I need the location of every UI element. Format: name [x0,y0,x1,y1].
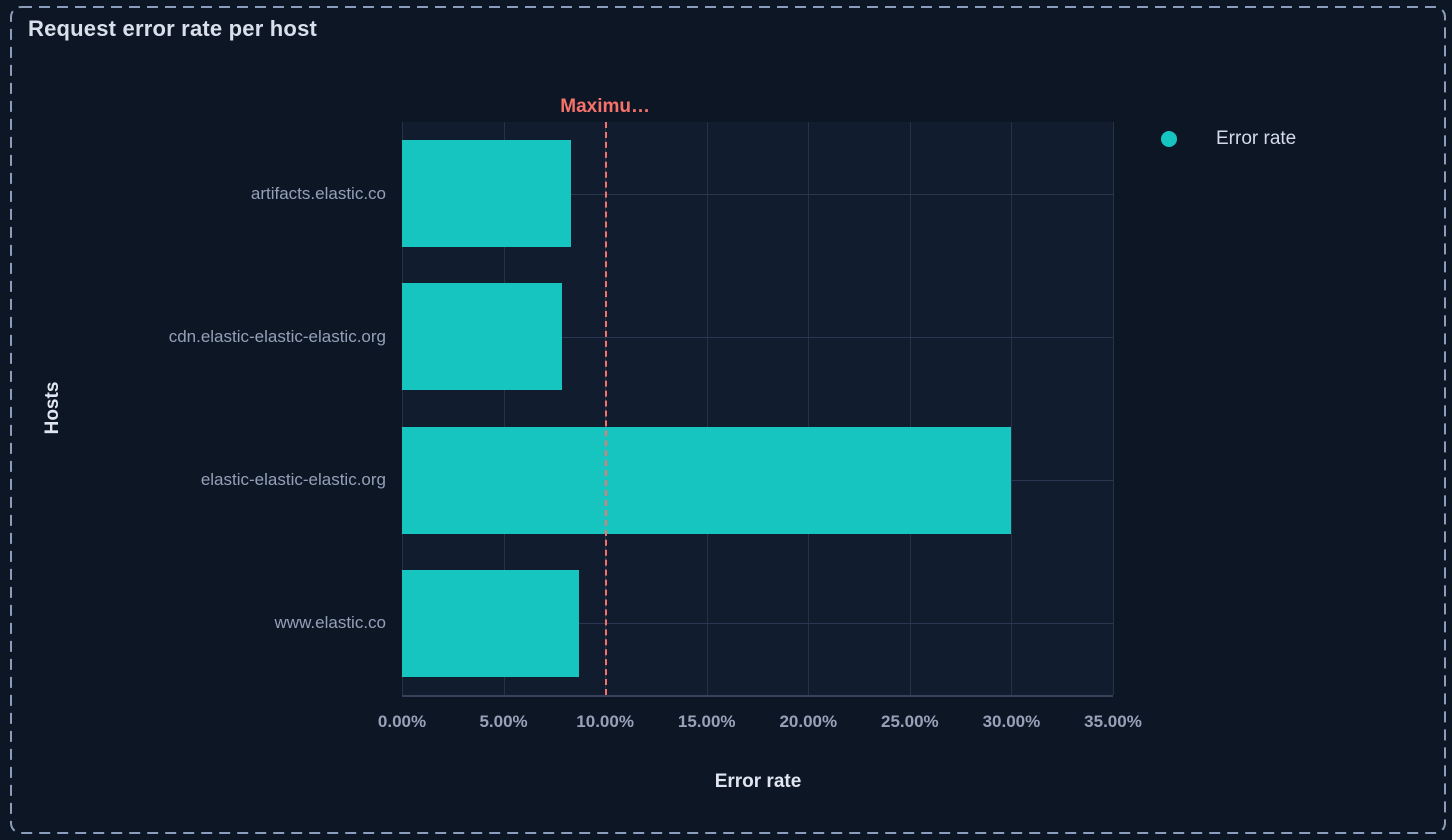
x-tick-label: 10.00% [576,712,634,731]
vertical-gridline [1113,122,1114,695]
horizontal-gridline [402,623,1113,625]
bar[interactable] [402,140,571,248]
x-tick-label: 25.00% [881,712,939,731]
bar[interactable] [402,426,1012,534]
y-category-label: elastic-elastic-elastic.org [200,470,386,490]
x-tick-label: 0.00% [377,712,427,731]
x-axis-title: Error rate [714,771,802,792]
bar[interactable] [402,569,579,677]
x-tick-label: 15.00% [677,712,736,731]
chart-title: Request error rate per host [28,16,318,41]
x-tick-label: 30.00% [982,712,1041,731]
bar[interactable] [402,283,563,391]
vertical-gridline [402,122,403,695]
y-category-label: www.elastic.co [274,613,386,633]
vertical-gridline [909,122,911,695]
y-category-label: cdn.elastic-elastic-elastic.org [168,326,386,346]
x-tick-label: 35.00% [1084,712,1142,731]
annotation-label: Maximu… [560,96,651,117]
y-category-label: artifacts.elastic.co [250,183,386,203]
vertical-gridline [1011,122,1013,695]
legend-color-dot-icon [1161,131,1177,147]
plot-area [402,122,1114,697]
legend-item-error-rate[interactable]: Error rate [1161,128,1296,150]
x-tick-label: 5.00% [479,712,528,731]
legend: Error rate [1161,127,1296,151]
horizontal-gridline [402,336,1113,338]
annotation-line [605,122,608,695]
vertical-gridline [503,122,505,695]
legend-label: Error rate [1216,128,1297,149]
x-tick-label: 20.00% [779,712,838,731]
vertical-gridline [808,122,810,695]
horizontal-gridline [402,193,1113,195]
y-axis-title: Hosts [42,381,63,435]
vertical-gridline [706,122,708,695]
